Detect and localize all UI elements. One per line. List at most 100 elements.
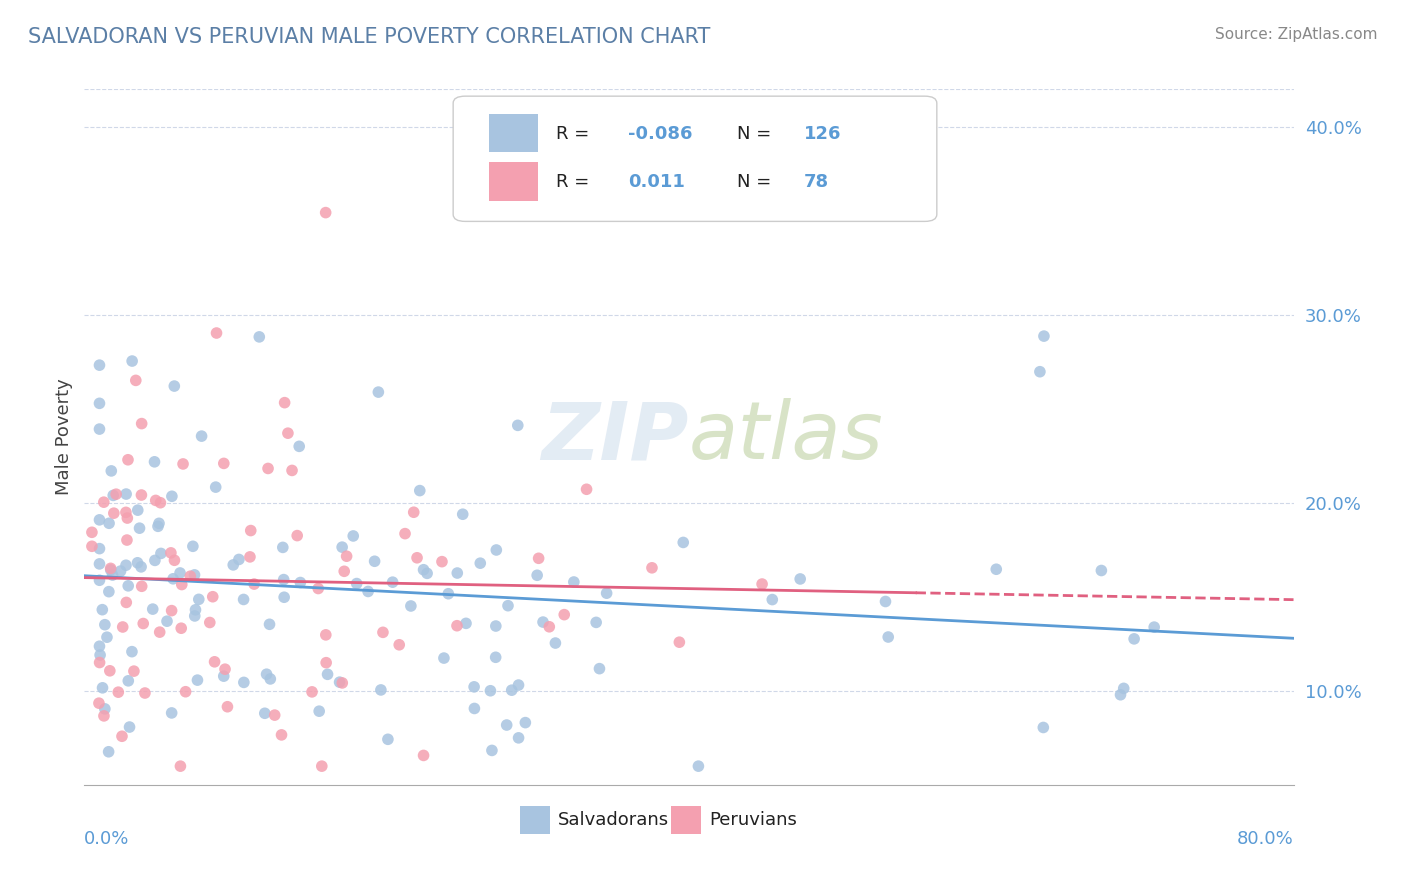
Point [117,452,139,467]
Point [371,625,394,640]
Point [470,556,492,570]
Point [232,592,254,607]
Point [247,330,270,344]
Point [212,669,235,683]
Point [190,429,212,443]
Point [128,521,150,535]
Point [118,720,141,734]
Point [508,731,530,745]
Point [330,540,353,554]
Bar [489,162,538,201]
Point [239,549,262,564]
Point [179,569,201,583]
Point [187,592,209,607]
Point [336,549,359,564]
Text: atlas: atlas [689,398,884,476]
Point [485,543,508,558]
Point [1112,681,1135,696]
Point [394,526,416,541]
Point [481,743,503,757]
Point [506,418,529,433]
Point [544,636,567,650]
Point [184,603,207,617]
Point [131,417,153,431]
Point [170,577,193,591]
Point [1123,632,1146,646]
Point [409,483,432,498]
Point [89,513,111,527]
Y-axis label: Male Poverty: Male Poverty [55,379,73,495]
Point [186,673,208,687]
Point [333,564,356,578]
Point [367,385,389,400]
Point [1032,721,1054,735]
Point [388,638,411,652]
Point [89,541,111,556]
Point [437,587,460,601]
Point [239,524,262,538]
Point [115,533,138,547]
Point [668,635,690,649]
Point [412,563,434,577]
Point [329,675,352,690]
Text: Peruvians: Peruvians [710,811,797,829]
Point [330,676,353,690]
FancyBboxPatch shape [453,96,936,221]
Point [132,616,155,631]
Text: SALVADORAN VS PERUVIAN MALE POVERTY CORRELATION CHART: SALVADORAN VS PERUVIAN MALE POVERTY CORR… [28,27,710,46]
Point [111,729,134,743]
Point [87,696,110,710]
Point [115,595,138,609]
Point [201,590,224,604]
Point [217,699,239,714]
Point [212,457,235,471]
Point [257,461,280,475]
Point [315,205,337,219]
Point [222,558,245,572]
Point [93,709,115,723]
Point [89,422,111,436]
Point [91,602,114,616]
Point [273,573,295,587]
Point [198,615,221,630]
Point [271,541,294,555]
Point [134,686,156,700]
Point [406,550,429,565]
Point [301,685,323,699]
Point [89,557,111,571]
Point [538,620,561,634]
Point [160,546,183,560]
Point [89,574,111,588]
Point [184,609,207,624]
Point [1143,620,1166,634]
Point [94,702,117,716]
Point [149,625,172,640]
Point [877,630,900,644]
Point [454,616,477,631]
Point [143,553,166,567]
Point [585,615,607,630]
Text: N =: N = [737,173,778,191]
Point [100,561,122,575]
Point [117,579,139,593]
Bar [520,805,550,834]
Point [446,618,468,632]
Point [875,594,897,608]
Point [501,683,523,698]
Text: ZIP: ZIP [541,398,689,476]
Point [256,667,278,681]
Point [377,732,399,747]
Point [117,511,139,525]
Point [402,505,425,519]
Text: -0.086: -0.086 [628,125,693,143]
Point [641,561,664,575]
Point [496,599,519,613]
Point [288,439,311,453]
Point [143,455,166,469]
Point [121,354,143,368]
Point [148,516,170,531]
Point [103,506,125,520]
Point [553,607,575,622]
Point [672,535,695,549]
Point [149,546,172,560]
